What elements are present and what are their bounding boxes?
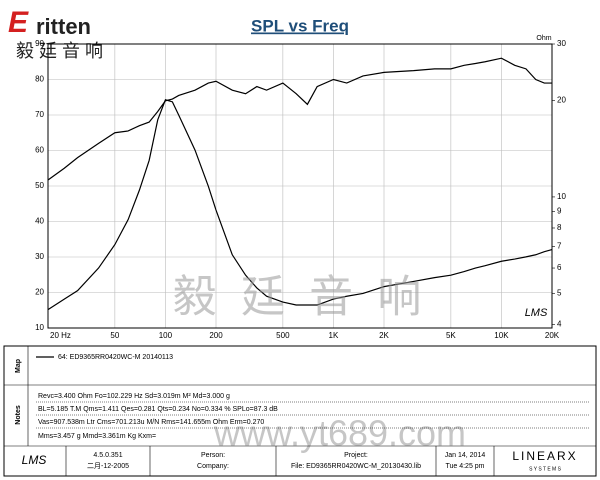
x-tick-label: 1K [329,331,339,340]
x-tick-label: 200 [209,331,223,340]
date: Jan 14, 2014 [445,452,486,459]
footer-brand: LINEARX [512,449,577,463]
note: Revc=3.400 Ohm Fo=102.229 Hz Sd=3.019m M… [38,393,230,400]
brand-chinese: 毅 廷 音 响 [16,41,103,61]
file: File: ED9365RR0420WC-M_20130430.lib [291,463,421,470]
watermark: www.yt689.com [213,413,466,454]
y2-tick-label: 7 [557,242,562,251]
data-line [47,99,553,311]
x-tick-label: 20K [545,331,560,340]
footer-brand-sub: S Y S T E M S [529,466,562,472]
legend-label: 64: ED9365RR0420WC-M 20140113 [58,354,173,361]
y2-tick-label: 8 [557,223,562,232]
y2-tick-label: 10 [557,192,566,201]
y2-tick-label: 4 [557,320,562,329]
y-tick-label: 10 [35,323,44,332]
brand: ritten [36,14,91,39]
y-tick-label: 50 [35,181,44,190]
panel-label: Map [15,359,22,373]
info-frame [3,345,597,477]
y-tick-label: 80 [35,75,44,84]
y2-tick-label: 6 [557,263,562,272]
time: Tue 4:25 pm [445,463,484,470]
company: Company: [197,463,229,470]
note: Vas=907.538m Ltr Cms=701.213u M/N Rms=14… [38,419,264,426]
y-tick-label: 40 [35,217,44,226]
y2-tick-label: 9 [557,207,562,216]
y2-tick-label: 5 [557,289,562,298]
version-date: 二月-12-2005 [87,462,129,470]
data-line [47,57,552,181]
plot-logo: LMS [525,307,548,319]
panel-label: Notes [15,405,22,425]
y2-tick-label: 20 [557,96,566,105]
notes: Revc=3.400 Ohm Fo=102.229 Hz Sd=3.019m M… [36,393,590,440]
footer-logo: LMS [22,453,47,467]
brand-initial: E [8,6,29,39]
x-tick-label: 2K [379,331,389,340]
y2-tick-label: 30 [557,39,566,48]
watermark: 毅 廷 音 响 [173,273,428,322]
x-tick-label: 50 [110,331,119,340]
y-tick-label: 30 [35,252,44,261]
x-tick-label: 500 [276,331,290,340]
x-tick-label: 100 [159,331,173,340]
project: Project: [344,452,368,459]
note: Mms=3.457 g Mmd=3.361m Kg Kxm= [38,433,156,440]
y2-axis-label: Ohm [536,35,551,42]
x-tick-label: 5K [446,331,456,340]
y-tick-label: 20 [35,288,44,297]
y-tick-label: 90 [35,39,44,48]
version: 4.5.0.351 [93,452,122,459]
person: Person: [201,452,225,459]
note: BL=5.185 T.M Qms=1.411 Qes=0.281 Qts=0.2… [38,406,278,413]
y-tick-label: 70 [35,110,44,119]
plot-frame [47,43,553,329]
x-tick-label: 20 Hz [50,331,71,340]
y-tick-label: 60 [35,146,44,155]
chart-title: SPL vs Freq [251,16,349,35]
x-tick-label: 10K [494,331,509,340]
